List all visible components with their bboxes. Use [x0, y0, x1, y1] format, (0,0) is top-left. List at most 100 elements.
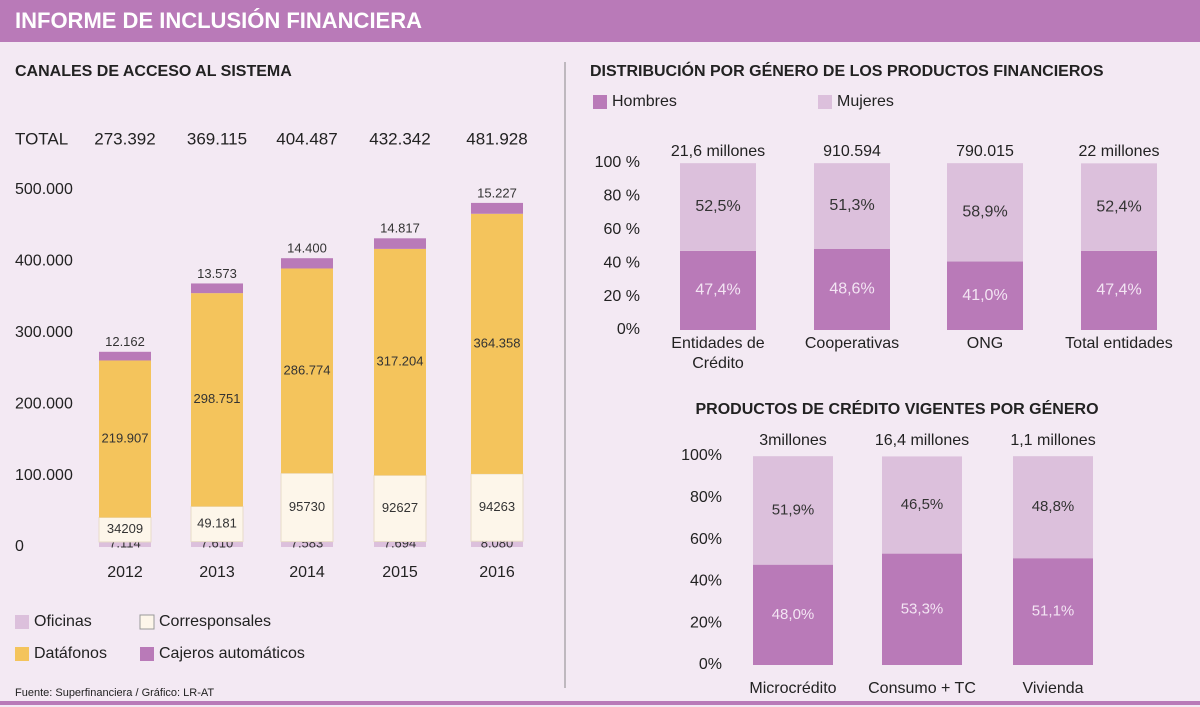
value-label: 219.907 — [102, 430, 149, 445]
bar-segment — [281, 268, 333, 474]
bar-segment — [99, 541, 151, 547]
bar-segment — [753, 456, 833, 565]
bar-segment — [373, 474, 427, 543]
value-label: 14.817 — [380, 221, 420, 236]
value-label: 53,3% — [901, 600, 944, 617]
bar-segment — [1081, 163, 1157, 251]
bar-segment — [680, 163, 756, 251]
bar-segment — [281, 541, 333, 547]
bar-segment — [947, 261, 1023, 330]
total-value: 16,4 millones — [875, 432, 969, 449]
y-tick-label: 20% — [690, 614, 722, 631]
bar-segment — [471, 541, 523, 547]
y-tick-label: 80 % — [604, 188, 640, 205]
value-label: 49.181 — [197, 515, 237, 530]
value-label: 51,1% — [1032, 603, 1075, 620]
legend-label: Oficinas — [34, 613, 92, 630]
value-label: 47,4% — [695, 282, 740, 299]
y-tick-label: 0% — [617, 321, 640, 338]
x-tick-label: Total entidades — [1065, 335, 1173, 352]
total-value: 21,6 millones — [671, 143, 765, 160]
y-tick-label: 100.000 — [15, 467, 73, 484]
value-label: 14.400 — [287, 241, 327, 256]
value-label: 41,0% — [962, 287, 1007, 304]
header-bar — [0, 0, 1200, 42]
bar-segment — [191, 283, 243, 294]
x-tick-label: Consumo + TC — [868, 680, 976, 697]
bar-segment — [98, 516, 152, 543]
total-label: TOTAL — [15, 129, 68, 148]
total-value: 22 millones — [1079, 143, 1160, 160]
value-label: 12.162 — [105, 334, 145, 349]
total-value: 3millones — [759, 432, 827, 449]
bar-segment — [374, 248, 426, 476]
y-tick-label: 40% — [690, 573, 722, 590]
y-tick-label: 400.000 — [15, 253, 73, 270]
total-value: 404.487 — [276, 129, 337, 148]
legend-swatch — [593, 95, 607, 109]
value-label: 94263 — [479, 499, 515, 514]
x-tick-label: Entidades de Crédito — [671, 335, 765, 372]
value-label: 95730 — [289, 499, 325, 514]
y-tick-label: 0 — [15, 538, 24, 555]
x-tick-label: 2012 — [107, 564, 143, 581]
y-tick-label: 100 % — [595, 154, 640, 171]
total-value: 481.928 — [466, 129, 527, 148]
legend-swatch — [818, 95, 832, 109]
bar-segment — [471, 202, 523, 214]
bar-segment — [374, 541, 426, 547]
legend-label: Hombres — [612, 93, 677, 110]
bar-segment — [882, 553, 962, 665]
x-tick-label: Microcrédito — [749, 680, 837, 697]
x-tick-label: 2016 — [479, 564, 515, 581]
value-label: 15.227 — [477, 185, 517, 200]
y-tick-label: 80% — [690, 489, 722, 506]
total-value: 790.015 — [956, 143, 1014, 160]
value-label: 13.573 — [197, 266, 237, 281]
x-tick-label: Cooperativas — [804, 335, 900, 352]
y-tick-label: 60 % — [604, 221, 640, 238]
value-label: 286.774 — [284, 362, 331, 377]
bar-segment — [1081, 250, 1157, 330]
y-tick-label: 40 % — [604, 254, 640, 271]
value-label: 52,4% — [1096, 198, 1141, 215]
y-tick-label: 300.000 — [15, 324, 73, 341]
total-value: 432.342 — [369, 129, 430, 148]
bar-segment — [1013, 456, 1093, 559]
bar-segment — [882, 456, 962, 554]
chart-title: PRODUCTOS DE CRÉDITO VIGENTES POR GÉNERO — [695, 399, 1098, 418]
value-label: 364.358 — [474, 335, 521, 350]
legend-label: Datáfonos — [34, 645, 107, 662]
bar-segment — [470, 473, 524, 542]
total-value: 1,1 millones — [1010, 432, 1095, 449]
bar-segment — [680, 250, 756, 330]
x-tick-label: Vivienda — [1022, 680, 1084, 697]
value-label: 92627 — [382, 500, 418, 515]
legend-swatch — [139, 614, 155, 630]
x-tick-label: 2015 — [382, 564, 418, 581]
value-label: 317.204 — [377, 354, 424, 369]
bar-segment — [191, 541, 243, 547]
x-tick-label: 2014 — [289, 564, 325, 581]
bar-segment — [1013, 558, 1093, 665]
y-tick-label: 0% — [699, 656, 722, 673]
chart-title: DISTRIBUCIÓN POR GÉNERO DE LOS PRODUCTOS… — [590, 61, 1104, 80]
total-value: 910.594 — [823, 143, 881, 160]
y-tick-label: 20 % — [604, 288, 640, 305]
source: Fuente: Superfinanciera / Gráfico: LR-AT — [15, 687, 214, 699]
bar-segment — [374, 238, 426, 249]
x-tick-label: 2013 — [199, 564, 235, 581]
bar-segment — [753, 564, 833, 665]
value-label: 298.751 — [194, 391, 241, 406]
legend-label: Corresponsales — [159, 613, 271, 630]
value-label: 47,4% — [1096, 282, 1141, 299]
x-tick-label: ONG — [966, 335, 1004, 352]
legend-label: Cajeros automáticos — [159, 645, 305, 662]
value-label: 46,5% — [901, 496, 944, 513]
bar-segment — [947, 163, 1023, 262]
bar-segment — [99, 360, 151, 518]
y-tick-label: 500.000 — [15, 181, 73, 198]
bar-segment — [281, 258, 333, 269]
